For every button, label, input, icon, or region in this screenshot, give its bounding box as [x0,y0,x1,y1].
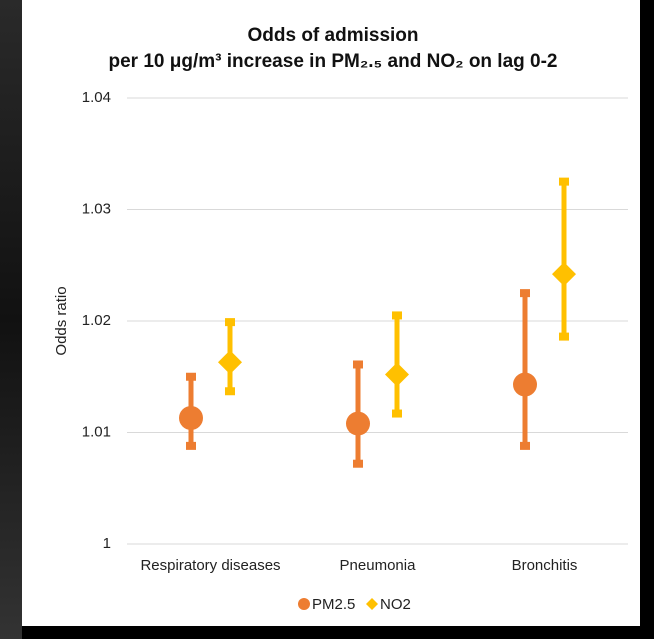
y-tick-label: 1.02 [82,312,111,329]
chart-subtitle: per 10 μg/m³ increase in PM₂.₅ and NO₂ o… [109,51,558,72]
error-cap-low [225,387,235,396]
legend-label: PM2.5 [312,596,355,613]
error-cap-high [353,360,363,369]
x-tick-label: Pneumonia [340,557,417,574]
y-axis-label: Odds ratio [53,286,70,355]
y-tick-label: 1.03 [82,200,111,217]
error-cap-high [186,372,196,381]
chart-panel [22,0,640,626]
error-cap-high [559,177,569,186]
point [179,406,203,431]
error-cap-low [392,409,402,418]
error-cap-high [392,311,402,320]
point [552,262,576,287]
y-tick-label: 1.04 [82,89,111,106]
error-cap-high [225,318,235,327]
legend-label: NO2 [380,596,411,613]
y-tick-label: 1 [103,535,111,552]
error-cap-low [186,441,196,450]
y-tick-label: 1.01 [82,423,111,440]
error-cap-low [353,459,363,468]
legend-marker [298,598,310,610]
point [346,411,370,436]
point [513,372,537,397]
error-cap-high [520,289,530,298]
point [385,362,409,387]
legend-marker [366,598,378,610]
x-tick-label: Respiratory diseases [140,557,280,574]
chart-title: Odds of admission [247,25,418,46]
x-tick-label: Bronchitis [512,557,578,574]
point [218,350,242,375]
error-cap-low [559,332,569,341]
error-cap-low [520,441,530,450]
background-photo [0,0,22,639]
